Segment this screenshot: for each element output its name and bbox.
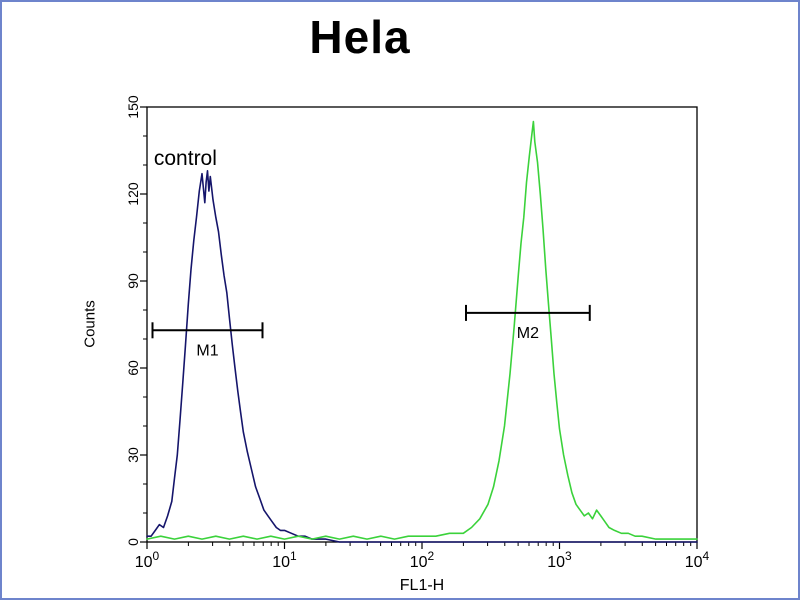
series-green [146,120,698,540]
y-tick-label: 0 [125,538,141,546]
y-tick-label: 150 [125,95,141,119]
chart-title: Hela [309,11,411,63]
x-tick-label: 104 [685,549,710,571]
x-tick-label: 101 [272,549,297,571]
x-tick-label: 103 [547,549,572,571]
series-control [146,170,698,543]
marker-label-M1: M1 [196,342,218,359]
y-tick-label: 60 [125,360,141,376]
y-tick-label: 90 [125,273,141,289]
marker-label-M2: M2 [517,325,539,342]
x-tick-label: 102 [410,549,435,571]
y-tick-label: 30 [125,447,141,463]
control-label: control [154,147,217,170]
x-axis-label: FL1-H [399,577,445,594]
y-tick-label: 120 [125,182,141,206]
x-tick-label: 100 [135,549,160,571]
